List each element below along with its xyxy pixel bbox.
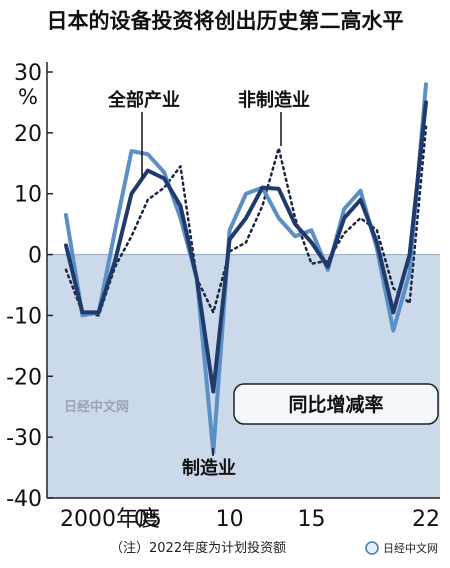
brand-logo-icon (365, 541, 379, 555)
y-tick-label: 10 (14, 183, 42, 208)
brand-name: 日经中文网 (383, 541, 438, 555)
annotation-box (233, 383, 439, 425)
series-label-all-industries: 全部产业 (107, 89, 180, 111)
footnote: （注）2022年度为计划投资额 (110, 540, 286, 556)
brand-logo: 日经中文网 (365, 541, 438, 555)
negative-region-shade (47, 254, 440, 498)
series-label-manufacturing: 制造业 (182, 457, 236, 479)
y-tick-label: 30 (14, 61, 42, 86)
x-tick-label: 05 (134, 507, 162, 532)
y-tick-label: 20 (14, 122, 42, 147)
series-line-non-manufacturing (64, 125, 428, 317)
center-watermark: 日经中文网 (64, 399, 129, 415)
y-tick-label: 0 (28, 244, 42, 269)
y-tick-label: -20 (6, 365, 42, 390)
y-axis-ticks: 30 20 10 0 -10 -20 -30 -40 (6, 61, 53, 512)
y-tick-label: -10 (6, 304, 42, 329)
x-tick-label: 10 (216, 507, 244, 532)
y-tick-label: -40 (6, 487, 42, 512)
annotation-box-text: 同比增减率 (288, 393, 383, 416)
x-tick-label: 2000年度 (60, 507, 160, 532)
y-tick-label: -30 (6, 426, 42, 451)
series-label-non-manufacturing: 非制造业 (238, 89, 310, 111)
x-tick-label: 15 (297, 507, 325, 532)
y-axis-unit: % (18, 85, 38, 109)
chart-title: 日本的设备投资将创出历史第二高水平 (47, 9, 404, 33)
series-lines (64, 82, 428, 455)
x-tick-label: 22 (412, 507, 440, 532)
series-line-all-industries (64, 100, 428, 394)
